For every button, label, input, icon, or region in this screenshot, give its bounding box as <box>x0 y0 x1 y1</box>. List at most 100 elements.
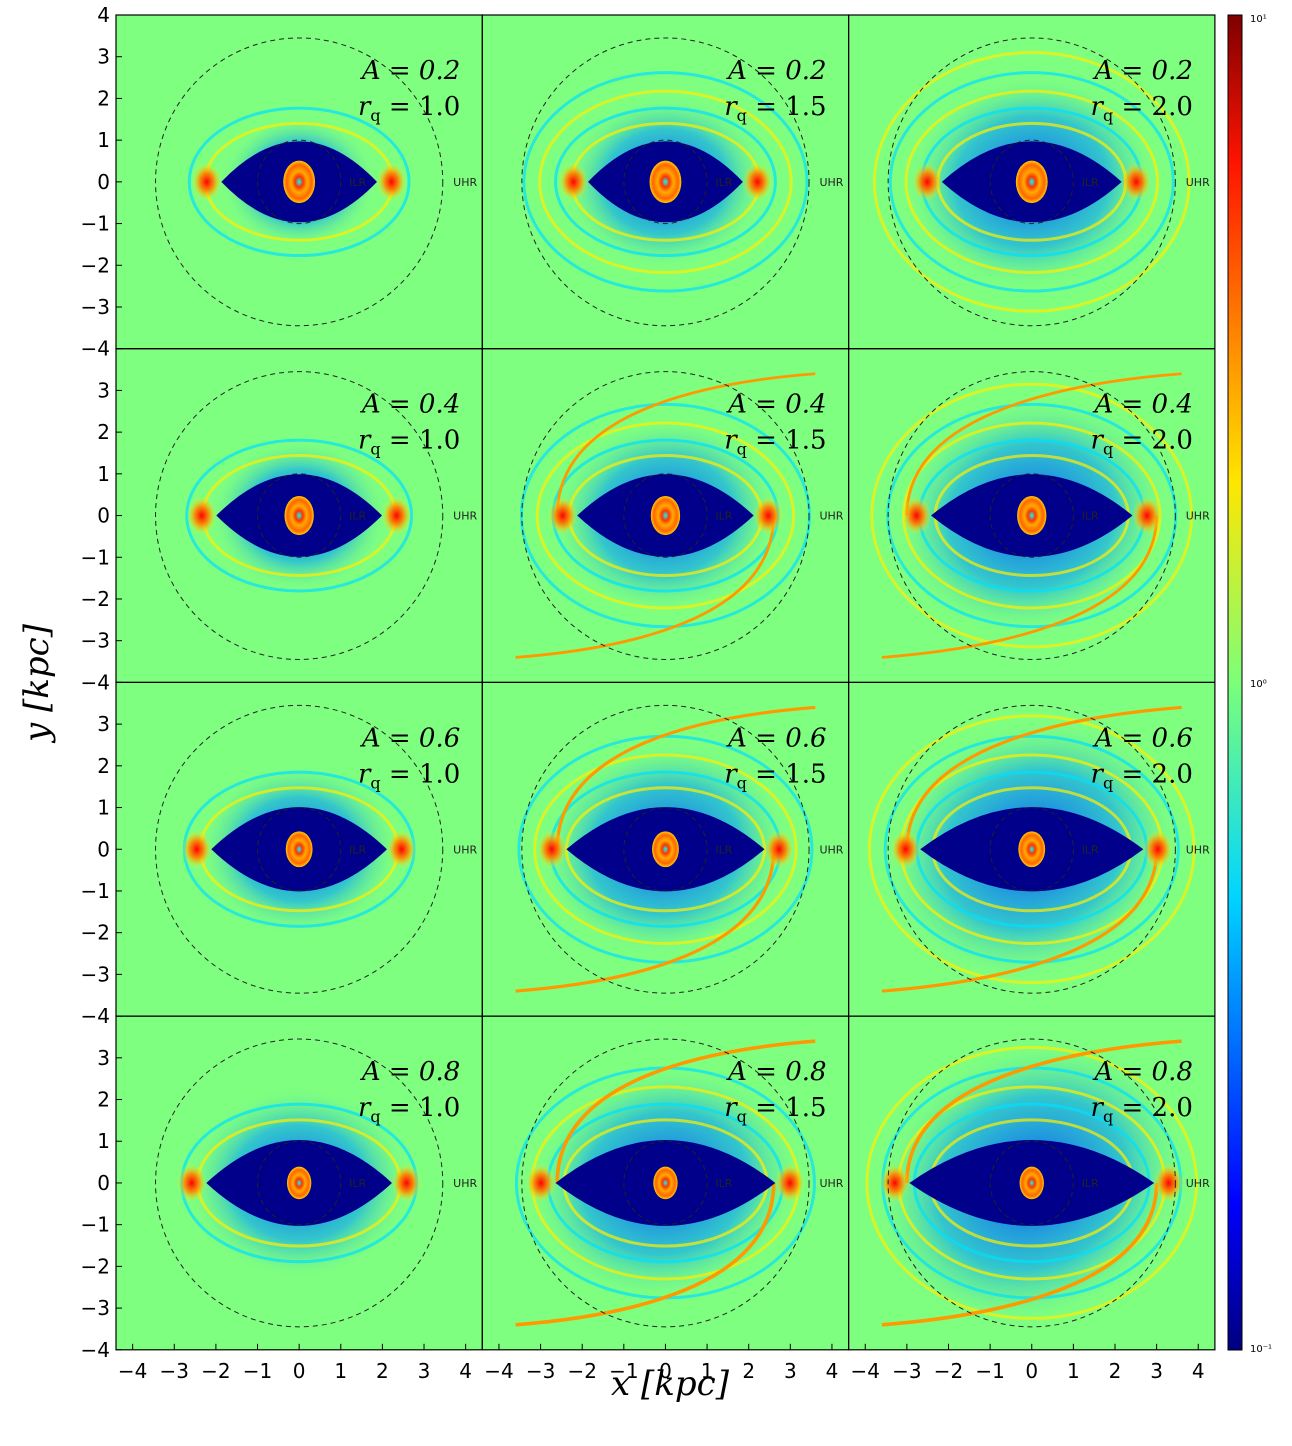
annotation-rq: rq = 1.0 <box>358 759 460 792</box>
y-tick-label: 3 <box>97 1046 110 1070</box>
panel-content: ILR UHR A = 0.6 rq = 2.0 <box>848 682 1215 1017</box>
annotation-rq-subscript: q <box>370 106 380 125</box>
uhr-label: UHR <box>453 510 477 523</box>
ilr-label: ILR <box>1082 843 1099 856</box>
x-tick-label: 3 <box>784 1359 797 1383</box>
nuclear-core <box>650 495 681 536</box>
uhr-circle <box>155 37 444 327</box>
annotation-rq: rq = 1.5 <box>724 759 826 792</box>
y-tick-label: −2 <box>81 921 110 945</box>
shock-arm-upper <box>555 1039 816 1183</box>
annotation-rq-subscript: q <box>1103 773 1113 792</box>
density-ring <box>883 734 1180 964</box>
panel-0-1: ILR UHR A = 0.2 rq = 1.5 <box>482 15 849 349</box>
annotation-rq: rq = 1.0 <box>358 92 460 125</box>
x-tick-label: 2 <box>742 1359 755 1383</box>
panel-0-2: ILR UHR A = 0.2 rq = 2.0 <box>848 15 1215 349</box>
x-tick-label: −4 <box>851 1359 880 1383</box>
x-tick-label: −2 <box>934 1359 963 1383</box>
annotation-A: A = 0.6 <box>726 723 826 753</box>
density-ring <box>865 1046 1199 1320</box>
uhr-circle <box>887 704 1176 994</box>
y-tick-label: −4 <box>81 337 110 361</box>
hotspot-left <box>880 1164 910 1202</box>
density-ring <box>888 71 1175 293</box>
uhr-label: UHR <box>819 510 843 523</box>
annotation-rq-symbol: r <box>724 1093 738 1123</box>
nuclear-core <box>285 831 313 868</box>
uhr-label: UHR <box>1186 843 1210 856</box>
annotation-A: A = 0.2 <box>1092 56 1192 86</box>
ilr-label: ILR <box>1082 176 1099 189</box>
nuclear-core <box>283 160 316 204</box>
shock-arm-lower <box>515 1182 776 1327</box>
hotspot-right <box>391 1164 422 1202</box>
panel-content: ILR UHR A = 0.2 rq = 2.0 <box>848 15 1215 349</box>
hotspot-left <box>901 496 932 535</box>
annotation-rq-value: = 2.0 <box>1113 1093 1193 1123</box>
annotation-rq-subscript: q <box>737 106 747 125</box>
ilr-circle <box>989 473 1074 558</box>
annotation-rq: rq = 1.0 <box>358 426 460 459</box>
density-ring <box>522 71 809 293</box>
y-tick-label: −3 <box>81 962 110 986</box>
annotation-A: A = 0.2 <box>726 56 826 86</box>
ilr-label: ILR <box>715 1177 732 1190</box>
density-ring <box>904 89 1159 275</box>
x-tick-label: −1 <box>243 1359 272 1383</box>
hotspot-right <box>775 1164 805 1202</box>
hotspot-right <box>764 830 794 869</box>
y-tick-label: −2 <box>81 587 110 611</box>
x-axis-label: x [kpc] <box>611 1364 730 1404</box>
x-tick-label: −3 <box>892 1359 921 1383</box>
density-ring <box>554 106 777 258</box>
annotation-rq: rq = 2.0 <box>1091 426 1193 459</box>
annotation-rq-subscript: q <box>370 1107 380 1126</box>
y-tick-label: 3 <box>97 378 110 402</box>
hotspot-left <box>548 496 578 535</box>
hotspot-left <box>187 496 217 535</box>
hotspot-left <box>177 1164 207 1202</box>
annotation-A: A = 0.2 <box>360 56 460 86</box>
colorbar: 10¹ 10⁰ 10⁻¹ <box>1227 14 1272 1355</box>
uhr-circle <box>521 371 810 660</box>
axis-layer: −4−3−2−101234−4−3−2−10123−4−3−2−10123−4−… <box>81 3 1205 1383</box>
nuclear-core <box>284 495 314 536</box>
density-ring <box>867 714 1196 985</box>
ilr-circle <box>989 1140 1074 1226</box>
annotation-rq-subscript: q <box>370 773 380 792</box>
annotation-rq-value: = 2.0 <box>1113 92 1193 122</box>
shock-arm-upper <box>555 372 816 516</box>
ilr-label: ILR <box>715 176 732 189</box>
nuclear-core <box>1019 1166 1044 1200</box>
uhr-circle <box>887 371 1176 660</box>
x-tick-label: 1 <box>701 1359 714 1383</box>
density-ring <box>535 421 796 610</box>
y-tick-label: −3 <box>81 295 110 319</box>
y-tick-label: 0 <box>97 504 110 528</box>
hotspot-left <box>526 1164 556 1202</box>
annotation-A: A = 0.8 <box>360 1057 460 1087</box>
shock-arm-lower <box>881 515 1159 659</box>
annotation-rq-symbol: r <box>358 426 372 456</box>
hotspot-right <box>376 163 407 201</box>
panel-0-0: ILR UHR A = 0.2 rq = 1.0 <box>116 15 483 349</box>
y-tick-label: −1 <box>81 212 110 236</box>
panel-content: ILR UHR A = 0.2 rq = 1.0 <box>116 15 483 349</box>
nuclear-core <box>1018 831 1046 868</box>
hotspot-right <box>1121 163 1151 201</box>
annotation-rq-value: = 1.0 <box>381 426 461 456</box>
annotation-rq: rq = 2.0 <box>1091 759 1193 792</box>
shock-arm-upper <box>905 1039 1182 1183</box>
shock-arm-lower <box>515 849 776 993</box>
density-ring <box>870 382 1194 649</box>
y-tick-label: −3 <box>81 1296 110 1320</box>
hotspot-right <box>1132 496 1162 535</box>
x-tick-label: −2 <box>567 1359 596 1383</box>
y-tick-label: −4 <box>81 1338 110 1362</box>
annotation-rq-value: = 1.5 <box>747 426 827 456</box>
ilr-label: ILR <box>349 510 366 523</box>
panel-content: ILR UHR A = 0.4 rq = 1.5 <box>482 348 849 683</box>
x-tick-label: 1 <box>1067 1359 1080 1383</box>
uhr-circle <box>155 1038 444 1328</box>
